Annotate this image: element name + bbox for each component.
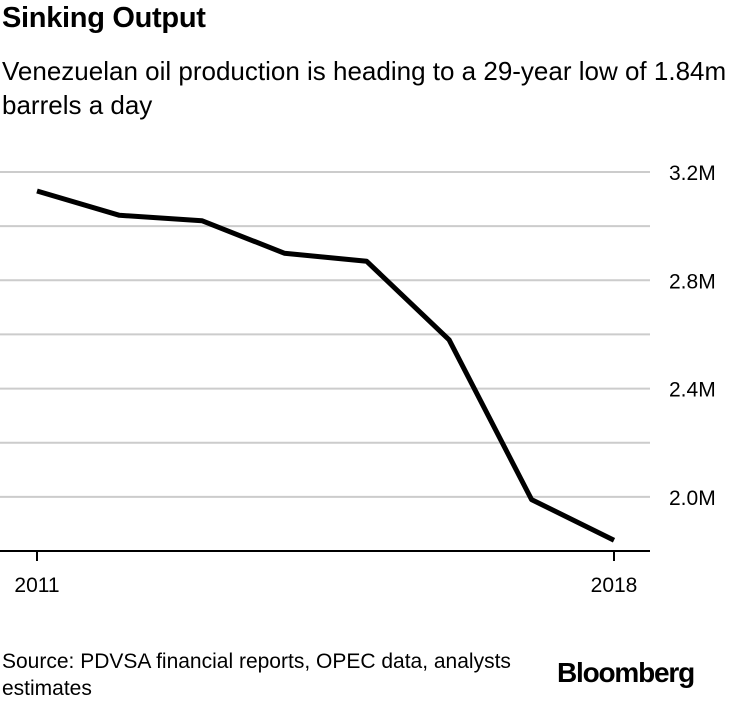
x-tick-label: 2011 bbox=[14, 574, 59, 597]
y-tick-label: 3.2M bbox=[669, 162, 716, 185]
chart-subtitle: Venezuelan oil production is heading to … bbox=[2, 56, 727, 120]
x-tick-label: 2018 bbox=[591, 574, 638, 597]
series-line bbox=[36, 188, 616, 543]
y-tick-label: 2.8M bbox=[669, 270, 716, 293]
chart-title: Sinking Output bbox=[2, 2, 206, 34]
line-chart: 2.0M 2.4M 2.8M 3.2M 2011 2018 bbox=[0, 162, 716, 597]
y-tick-label: 2.4M bbox=[669, 379, 716, 402]
source-note: Source: PDVSA financial reports, OPEC da… bbox=[2, 650, 511, 700]
y-tick-label: 2.0M bbox=[669, 487, 716, 510]
bloomberg-logo: Bloomberg bbox=[557, 657, 695, 688]
